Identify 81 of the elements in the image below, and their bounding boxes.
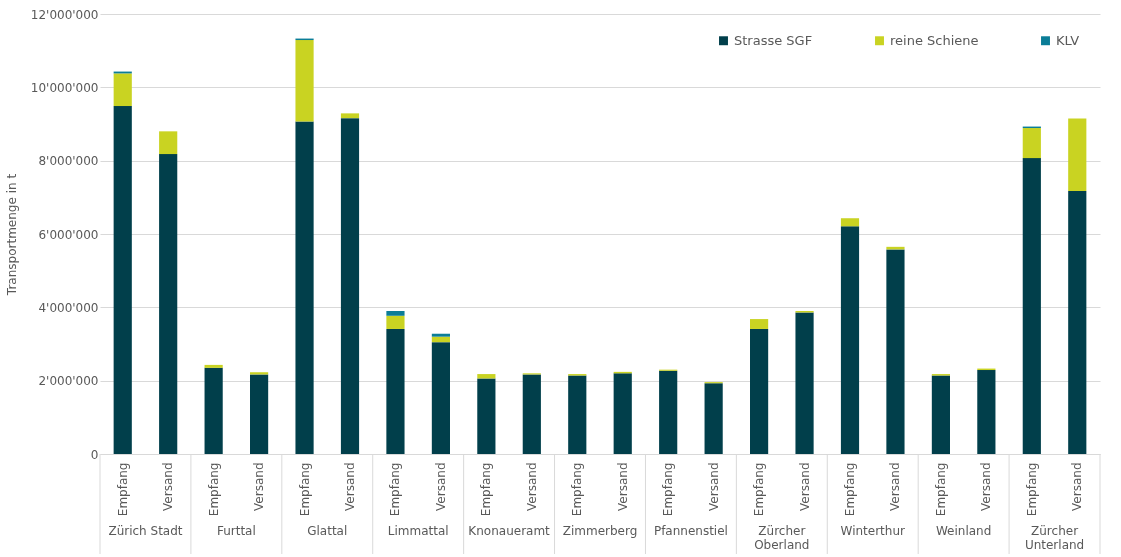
x-tick-label: Versand (161, 462, 176, 511)
text: Furttal (216, 524, 256, 538)
bar (340, 118, 360, 454)
text: Zürcher Oberland (754, 524, 810, 552)
y-tick-label: 12'000'000 (30, 7, 99, 22)
y-tick-label: 2'000'000 (38, 374, 99, 389)
x-tick-label: Versand (252, 462, 267, 511)
bar (1022, 158, 1041, 454)
bar (386, 315, 405, 329)
bar (431, 336, 450, 343)
bar (977, 370, 996, 454)
bar (659, 370, 678, 454)
x-tick-label: Empfang (115, 462, 130, 517)
bar (704, 383, 723, 454)
bar (113, 106, 132, 454)
bar (840, 226, 860, 454)
bar (386, 311, 405, 316)
bar (204, 367, 223, 454)
text: Pfannenstiel (653, 524, 728, 538)
bar (477, 378, 496, 454)
x-tick-label: Versand (615, 462, 630, 511)
bar (250, 374, 269, 454)
bar (477, 374, 496, 379)
bar (159, 131, 178, 155)
text: Winterthur (840, 524, 905, 538)
bar (204, 364, 223, 368)
legend-label: Strasse SGF (734, 32, 813, 48)
x-tick-label: Versand (1070, 462, 1085, 511)
y-axis-title: Transportmenge in t (4, 173, 19, 297)
x-tick-label: Versand (343, 462, 357, 511)
text: Zimmerberg (562, 524, 638, 538)
bar (1068, 191, 1087, 454)
y-tick-label: 4'000'000 (38, 300, 99, 315)
bar (931, 375, 950, 454)
y-tick-label: 8'000'000 (38, 154, 99, 169)
bar (431, 333, 450, 337)
y-tick-label: 0 (90, 447, 99, 462)
x-tick-label: Versand (433, 462, 448, 511)
bar (386, 328, 405, 454)
bar (750, 319, 769, 329)
x-tick-label: Empfang (206, 462, 221, 517)
bar (522, 374, 541, 454)
bar (431, 342, 450, 454)
text: Limmattal (387, 524, 449, 538)
bar (295, 40, 314, 122)
y-tick-label: 10'000'000 (30, 80, 99, 95)
x-tick-label: Empfang (388, 462, 403, 517)
legend-label: KLV (1056, 32, 1080, 48)
x-tick-label: Versand (706, 462, 721, 511)
bar (613, 373, 632, 454)
text: Weinland (935, 524, 992, 538)
bar (568, 375, 587, 454)
x-tick-label: Versand (797, 462, 812, 511)
x-tick-label: Versand (888, 462, 903, 511)
bar (886, 249, 905, 454)
bar (159, 154, 178, 454)
text: Zürcher Unterland (1024, 524, 1085, 552)
legend-label: reine Schiene (890, 32, 979, 48)
x-tick-label: Empfang (933, 462, 948, 517)
x-tick-label: Empfang (843, 462, 857, 517)
bar (250, 372, 269, 375)
y-tick-label: 6'000'000 (38, 227, 99, 242)
bar (750, 328, 769, 454)
x-tick-label: Empfang (570, 462, 585, 517)
x-tick-label: Empfang (297, 462, 312, 517)
x-tick-label: Empfang (752, 462, 767, 517)
bar (795, 312, 814, 454)
bar (113, 73, 132, 107)
bar (840, 218, 860, 227)
text: Glattal (307, 524, 348, 538)
bar (340, 113, 360, 119)
x-tick-label: Empfang (1024, 462, 1039, 517)
x-tick-label: Versand (524, 462, 539, 511)
bar (1022, 128, 1041, 159)
bar (295, 121, 314, 454)
x-tick-label: Versand (979, 462, 994, 511)
x-tick-label: Empfang (479, 462, 494, 517)
bar (1068, 118, 1087, 192)
x-tick-label: Empfang (661, 462, 676, 517)
text: Zürich Stadt (108, 524, 183, 538)
text: Knonaueramt (468, 524, 551, 538)
